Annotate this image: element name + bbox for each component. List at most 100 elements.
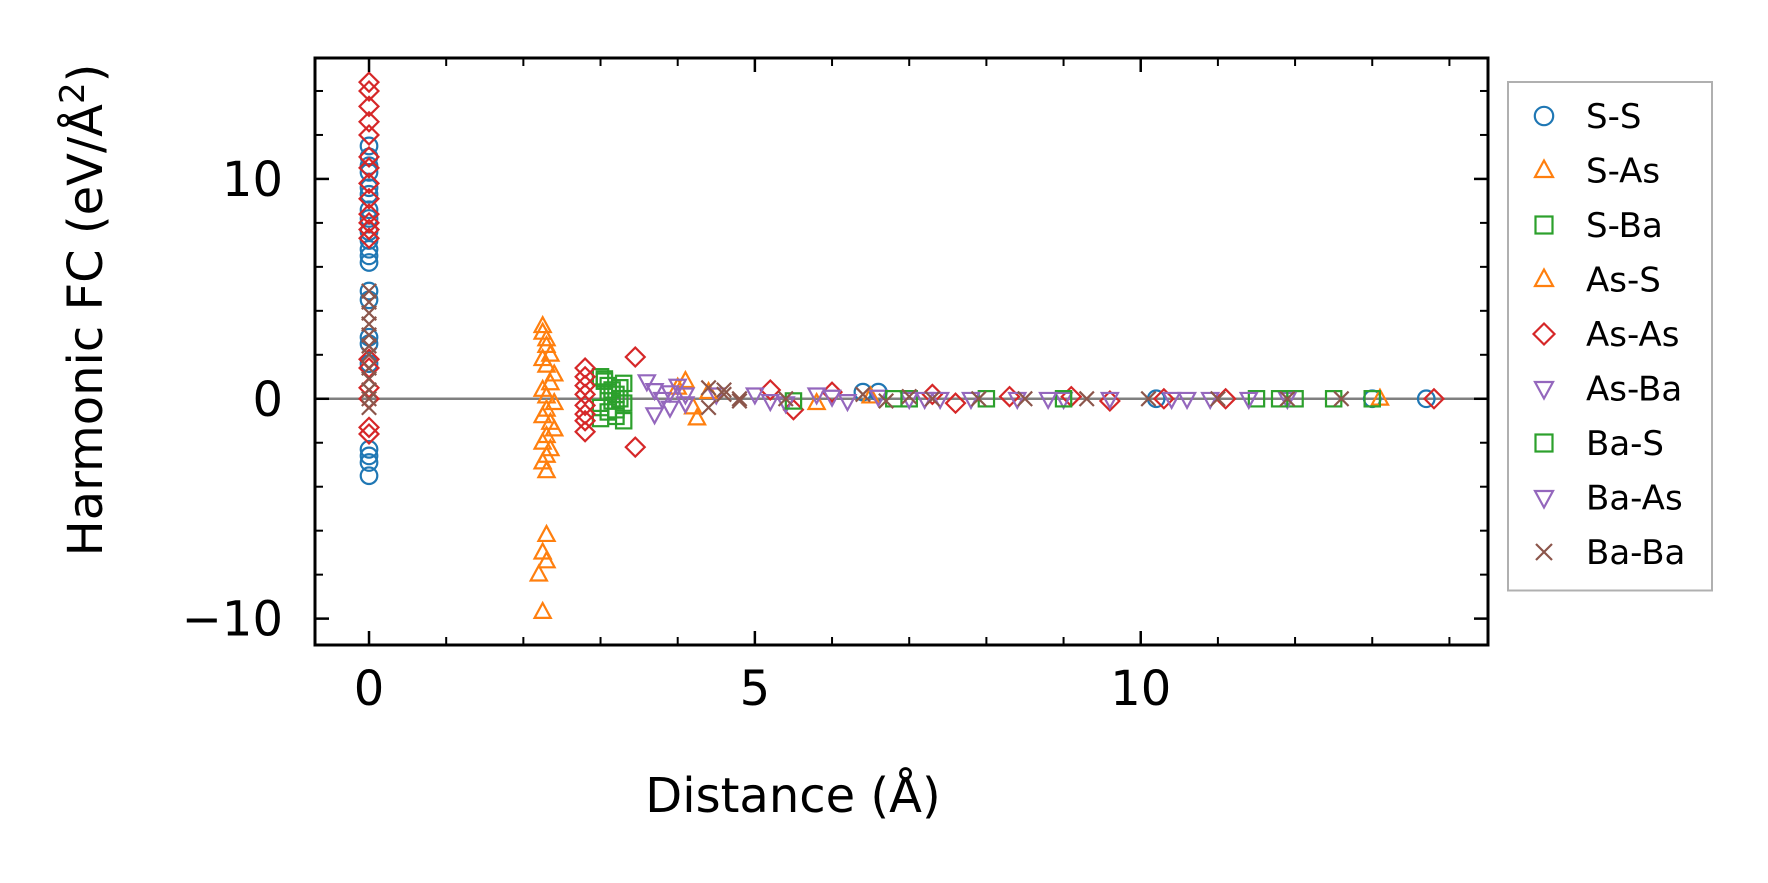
legend-entry: As-Ba bbox=[1533, 370, 1682, 410]
data-point bbox=[660, 400, 680, 419]
data-point bbox=[1209, 390, 1226, 407]
data-point bbox=[358, 211, 381, 234]
data-point bbox=[536, 460, 557, 479]
data-point bbox=[716, 381, 732, 398]
data-point bbox=[744, 387, 765, 406]
data-point bbox=[1152, 387, 1175, 410]
data-point bbox=[1099, 391, 1120, 411]
x-axis-label: Distance (Å) bbox=[645, 767, 940, 824]
y-axis-label: Harmonic FC (eV/Å2) bbox=[53, 64, 114, 557]
legend-label: Ba-Ba bbox=[1586, 533, 1685, 573]
data-point bbox=[532, 600, 553, 619]
data-point bbox=[358, 145, 381, 168]
data-point bbox=[675, 396, 696, 415]
data-point bbox=[611, 379, 629, 397]
data-point bbox=[536, 328, 557, 347]
legend-entry: As-As bbox=[1531, 315, 1679, 355]
data-point bbox=[806, 387, 827, 406]
data-point bbox=[358, 218, 381, 241]
y-tick-label: −10 bbox=[182, 592, 283, 648]
legend-marker bbox=[1534, 433, 1554, 453]
data-point bbox=[1416, 389, 1436, 409]
legend-label: Ba-As bbox=[1586, 479, 1683, 519]
data-point bbox=[536, 550, 557, 569]
legend-marker bbox=[1533, 158, 1555, 179]
data-point bbox=[759, 378, 782, 401]
legend-entry: S-Ba bbox=[1534, 206, 1663, 246]
data-point bbox=[1363, 390, 1381, 408]
data-point bbox=[944, 392, 967, 415]
data-point bbox=[854, 386, 871, 403]
data-point bbox=[706, 387, 727, 406]
data-point bbox=[574, 409, 597, 432]
data-point bbox=[784, 392, 803, 410]
data-point bbox=[359, 466, 379, 486]
data-point bbox=[359, 281, 379, 301]
data-point bbox=[716, 386, 732, 403]
data-point bbox=[624, 345, 647, 369]
data-point bbox=[1054, 390, 1073, 408]
data-point bbox=[687, 407, 707, 426]
data-point bbox=[914, 391, 935, 411]
data-point bbox=[359, 136, 379, 156]
data-point bbox=[574, 420, 597, 443]
data-point bbox=[359, 200, 379, 220]
data-point bbox=[1200, 391, 1221, 411]
plot-inner bbox=[315, 71, 1488, 619]
data-point bbox=[636, 374, 657, 393]
data-point bbox=[358, 123, 381, 146]
data-point bbox=[930, 391, 951, 411]
data-point bbox=[540, 343, 561, 362]
plot-area bbox=[315, 71, 1488, 619]
x-tick-label: 5 bbox=[740, 661, 771, 717]
data-point bbox=[359, 439, 379, 459]
data-point bbox=[1333, 390, 1350, 407]
data-point bbox=[1214, 387, 1237, 410]
data-point bbox=[359, 178, 379, 198]
data-point bbox=[731, 390, 748, 407]
series-Ba-S bbox=[784, 390, 1289, 410]
legend-entry: Ba-Ba bbox=[1535, 533, 1685, 573]
data-point bbox=[644, 407, 665, 426]
series-Ba-As bbox=[706, 387, 1197, 413]
legend-entry: S-S bbox=[1533, 97, 1641, 137]
data-point bbox=[536, 354, 557, 373]
axes: 0 5 10 −10 0 10 bbox=[182, 56, 1490, 717]
data-point bbox=[837, 394, 858, 413]
data-point bbox=[599, 383, 617, 401]
x-tick-label: 10 bbox=[1110, 661, 1171, 717]
legend-label: As-As bbox=[1586, 315, 1679, 355]
series-S-S bbox=[359, 136, 1436, 486]
data-point bbox=[1038, 391, 1059, 411]
data-point bbox=[358, 95, 381, 118]
legend-entry: As-S bbox=[1533, 261, 1661, 301]
data-point bbox=[359, 453, 379, 472]
data-point bbox=[358, 172, 381, 195]
data-point bbox=[536, 523, 557, 543]
data-point bbox=[1161, 391, 1182, 411]
data-point bbox=[614, 374, 633, 393]
data-point bbox=[544, 418, 565, 437]
legend-marker bbox=[1533, 267, 1555, 288]
series-Ba-Ba bbox=[361, 283, 1350, 416]
data-point bbox=[359, 446, 379, 466]
data-point bbox=[970, 390, 987, 407]
legend-marker bbox=[1533, 489, 1555, 510]
data-point bbox=[532, 314, 553, 334]
data-point bbox=[607, 401, 625, 419]
data-point bbox=[361, 346, 377, 363]
legend-label: Ba-S bbox=[1586, 424, 1664, 464]
data-point bbox=[358, 71, 381, 94]
data-point bbox=[806, 391, 827, 411]
data-point bbox=[1177, 391, 1197, 411]
data-point bbox=[359, 162, 379, 182]
data-point bbox=[860, 385, 881, 404]
data-point bbox=[782, 398, 805, 421]
data-point bbox=[544, 391, 565, 411]
legend: S-S S-As S-Ba As-S As-As As-Ba Ba-S Ba-As Ba-Ba bbox=[1507, 81, 1713, 592]
data-point bbox=[901, 388, 918, 405]
data-point bbox=[574, 394, 597, 417]
legend-marker bbox=[1534, 215, 1554, 235]
data-point bbox=[1078, 390, 1095, 407]
legend-label: As-S bbox=[1586, 261, 1661, 301]
